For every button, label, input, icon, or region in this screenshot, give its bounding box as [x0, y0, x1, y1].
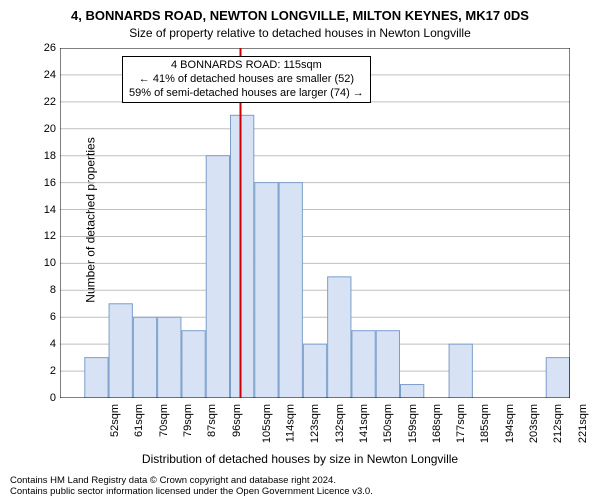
y-tick: 12	[38, 230, 56, 242]
y-tick: 10	[38, 257, 56, 269]
y-tick: 16	[38, 177, 56, 189]
x-tick: 61sqm	[133, 404, 145, 437]
x-tick: 79sqm	[182, 404, 194, 437]
y-tick: 4	[38, 338, 56, 350]
x-tick: 150sqm	[382, 404, 394, 443]
x-tick: 123sqm	[310, 404, 322, 443]
x-tick: 185sqm	[480, 404, 492, 443]
y-tick: 22	[38, 96, 56, 108]
x-tick: 212sqm	[552, 404, 564, 443]
x-tick: 159sqm	[407, 404, 419, 443]
x-tick: 87sqm	[206, 404, 218, 437]
x-tick: 177sqm	[455, 404, 467, 443]
plot-area: 4 BONNARDS ROAD: 115sqm ← 41% of detache…	[60, 48, 570, 398]
y-tick: 26	[38, 42, 56, 54]
x-tick: 114sqm	[284, 404, 296, 442]
x-tick: 132sqm	[334, 404, 346, 443]
x-tick: 52sqm	[109, 404, 121, 437]
annotation-line-2: ← 41% of detached houses are smaller (52…	[129, 73, 364, 87]
x-tick: 194sqm	[504, 404, 516, 443]
y-tick: 8	[38, 284, 56, 296]
chart-title-1: 4, BONNARDS ROAD, NEWTON LONGVILLE, MILT…	[0, 8, 600, 23]
x-tick: 168sqm	[431, 404, 443, 443]
y-tick: 14	[38, 204, 56, 216]
y-tick: 18	[38, 150, 56, 162]
x-tick: 221sqm	[577, 404, 589, 443]
x-tick: 203sqm	[528, 404, 540, 443]
y-tick: 2	[38, 365, 56, 377]
annotation-box: 4 BONNARDS ROAD: 115sqm ← 41% of detache…	[122, 56, 371, 103]
y-tick: 6	[38, 311, 56, 323]
y-tick: 0	[38, 392, 56, 404]
x-tick: 70sqm	[158, 404, 170, 437]
y-tick: 20	[38, 123, 56, 135]
x-axis-label: Distribution of detached houses by size …	[0, 452, 600, 466]
annotation-line-1: 4 BONNARDS ROAD: 115sqm	[129, 59, 364, 73]
footer-attribution: Contains HM Land Registry data © Crown c…	[10, 476, 590, 498]
x-tick: 96sqm	[231, 404, 243, 437]
annotation-line-3: 59% of semi-detached houses are larger (…	[129, 87, 364, 101]
x-tick: 105sqm	[261, 404, 273, 443]
chart-container: { "chart": { "type": "histogram", "title…	[0, 0, 600, 500]
chart-title-2: Size of property relative to detached ho…	[0, 26, 600, 40]
x-tick: 141sqm	[358, 404, 370, 443]
footer-line-2: Contains public sector information licen…	[10, 487, 590, 498]
y-tick: 24	[38, 69, 56, 81]
